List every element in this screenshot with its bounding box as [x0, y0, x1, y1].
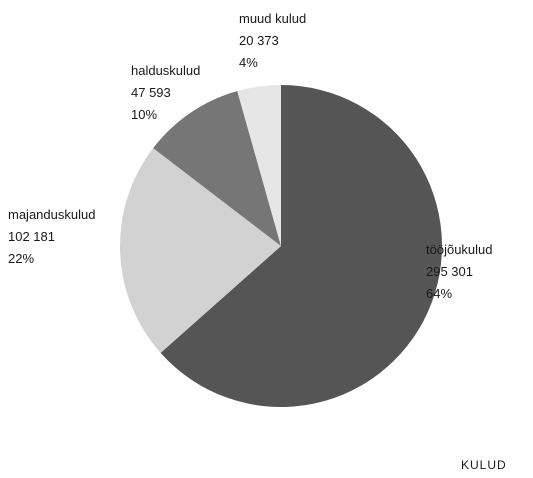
pie-slices [119, 85, 442, 407]
slice-label-value: 295 301 [426, 264, 473, 279]
pie-slice-4 [237, 85, 281, 246]
slice-label-percent: 4% [239, 55, 258, 70]
slice-label-percent: 64% [426, 286, 452, 301]
slice-label-value: 47 593 [131, 85, 171, 100]
slice-label-name: majanduskulud [8, 207, 95, 222]
pie-slice-2 [119, 148, 282, 353]
slice-label-name: halduskulud [131, 63, 200, 78]
slice-label-percent: 22% [8, 251, 34, 266]
slice-label-value: 102 181 [8, 229, 55, 244]
slice-label-value: 20 373 [239, 33, 279, 48]
slice-label-percent: 10% [131, 107, 157, 122]
slice-labels: tööjõukulud 295 301 64% majanduskulud 102 18… [8, 11, 493, 301]
chart-caption: KULUD [461, 458, 507, 472]
pie-slice-1 [160, 85, 442, 407]
slice-label-name: tööjõukulud [426, 242, 493, 257]
pie-slice-3 [153, 91, 281, 246]
slice-label-name: muud kulud [239, 11, 306, 26]
